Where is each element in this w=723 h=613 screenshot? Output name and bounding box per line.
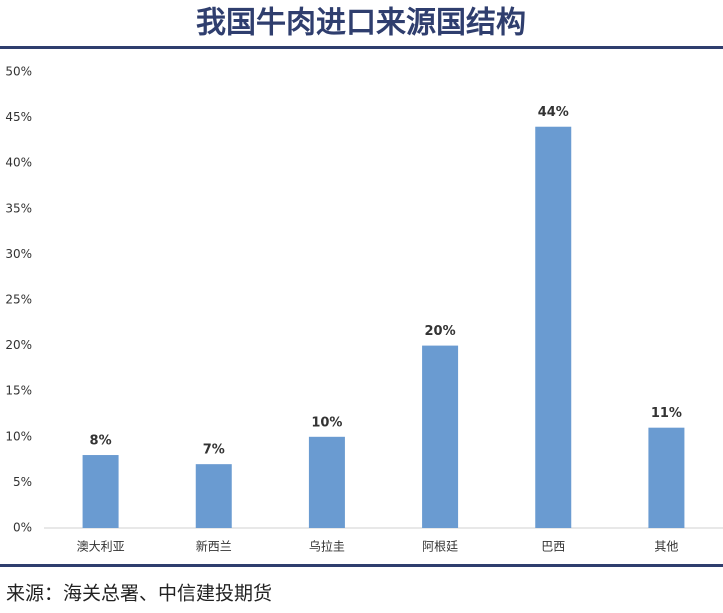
- bar: [648, 427, 685, 528]
- value-label: 20%: [425, 324, 456, 339]
- y-tick-label: 15%: [5, 384, 32, 398]
- x-tick-label: 澳大利亚: [77, 540, 125, 554]
- x-tick-label: 乌拉圭: [309, 539, 345, 554]
- value-label: 10%: [311, 415, 342, 430]
- bar: [195, 464, 232, 528]
- y-tick-label: 30%: [5, 247, 32, 261]
- x-tick-label: 新西兰: [196, 539, 232, 554]
- value-label: 8%: [90, 434, 112, 449]
- y-tick-label: 50%: [5, 65, 32, 79]
- y-tick-label: 25%: [5, 293, 32, 307]
- bar: [82, 455, 119, 528]
- value-label: 7%: [203, 443, 225, 458]
- source-note: 来源：海关总署、中信建投期货: [6, 583, 272, 605]
- title-rule: [0, 46, 723, 49]
- bar: [535, 126, 572, 528]
- value-label: 44%: [538, 105, 569, 120]
- y-tick-label: 40%: [5, 156, 32, 170]
- y-tick-label: 5%: [13, 475, 32, 489]
- value-label: 11%: [651, 406, 682, 421]
- y-tick-label: 10%: [5, 429, 32, 443]
- y-tick-label: 0%: [13, 521, 32, 535]
- y-tick-label: 45%: [5, 110, 32, 124]
- bar: [422, 345, 459, 528]
- bar: [308, 436, 345, 528]
- y-tick-label: 20%: [5, 338, 32, 352]
- x-tick-label: 阿根廷: [422, 540, 458, 554]
- x-tick-label: 其他: [654, 540, 678, 554]
- x-tick-label: 巴西: [541, 540, 565, 554]
- chart-title: 我国牛肉进口来源国结构: [196, 6, 526, 41]
- y-tick-label: 35%: [5, 201, 32, 215]
- source-rule: [0, 564, 723, 567]
